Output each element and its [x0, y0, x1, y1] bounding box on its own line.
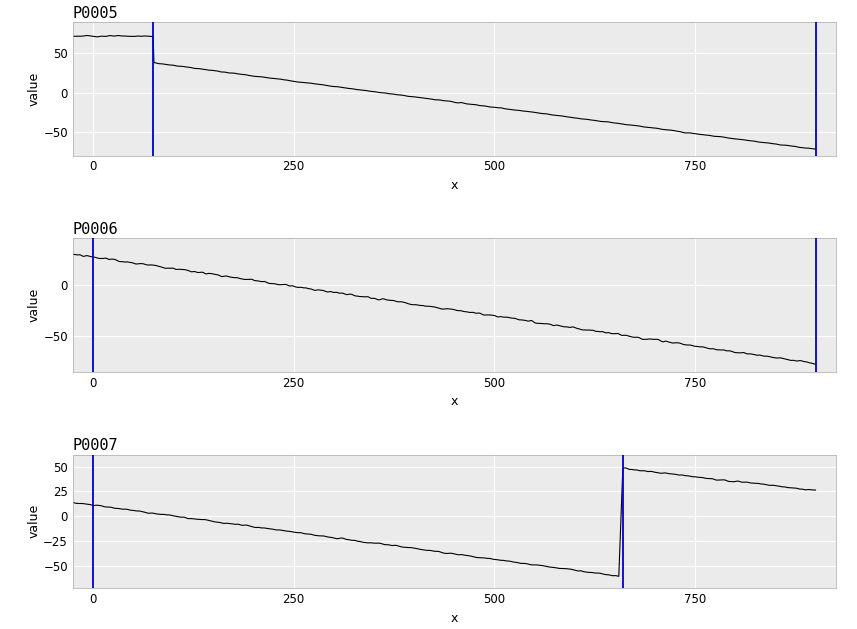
Y-axis label: value: value — [27, 72, 40, 106]
Text: P0005: P0005 — [73, 6, 118, 21]
Y-axis label: value: value — [27, 288, 40, 322]
Text: P0007: P0007 — [73, 438, 118, 454]
X-axis label: x: x — [451, 611, 458, 625]
Y-axis label: value: value — [27, 504, 40, 538]
X-axis label: x: x — [451, 179, 458, 192]
Text: P0006: P0006 — [73, 222, 118, 237]
X-axis label: x: x — [451, 395, 458, 408]
